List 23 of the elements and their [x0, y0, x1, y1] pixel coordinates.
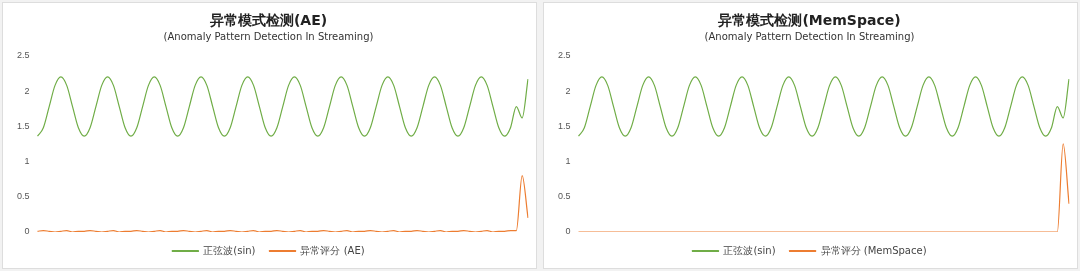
legend-label: 正弦波(sin) — [723, 244, 776, 256]
legend-label: 异常评分 (AE) — [300, 244, 365, 256]
y-tick-label: 2.5 — [558, 50, 571, 61]
y-tick-label: 1.5 — [558, 120, 571, 131]
chart-title: 异常模式检测(MemSpace) — [717, 12, 901, 29]
y-tick-label: 0.5 — [17, 191, 30, 202]
legend-label: 异常评分 (MemSpace) — [820, 244, 927, 256]
y-tick-label: 2.5 — [17, 50, 30, 61]
line-series — [577, 76, 1070, 137]
y-tick-label: 1.5 — [17, 120, 30, 131]
chart-subtitle: (Anomaly Pattern Detection In Streaming) — [704, 31, 915, 43]
line-series — [36, 175, 529, 232]
y-tick-label: 2 — [565, 85, 571, 96]
y-tick-label: 2 — [24, 85, 30, 96]
y-tick-label: 1 — [565, 156, 571, 166]
y-tick-label: 1 — [24, 156, 30, 166]
chart-title: 异常模式检测(AE) — [208, 12, 328, 29]
line-series — [36, 76, 529, 137]
y-tick-label: 0 — [565, 226, 571, 237]
y-tick-label: 0 — [24, 226, 30, 237]
legend-label: 正弦波(sin) — [203, 244, 256, 256]
y-tick-label: 0.5 — [558, 191, 571, 202]
chart-subtitle: (Anomaly Pattern Detection In Streaming) — [163, 31, 374, 43]
